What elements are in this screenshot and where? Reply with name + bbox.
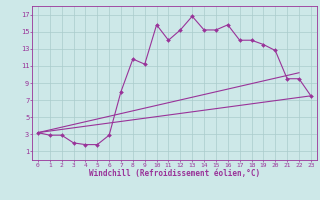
X-axis label: Windchill (Refroidissement éolien,°C): Windchill (Refroidissement éolien,°C) xyxy=(89,169,260,178)
